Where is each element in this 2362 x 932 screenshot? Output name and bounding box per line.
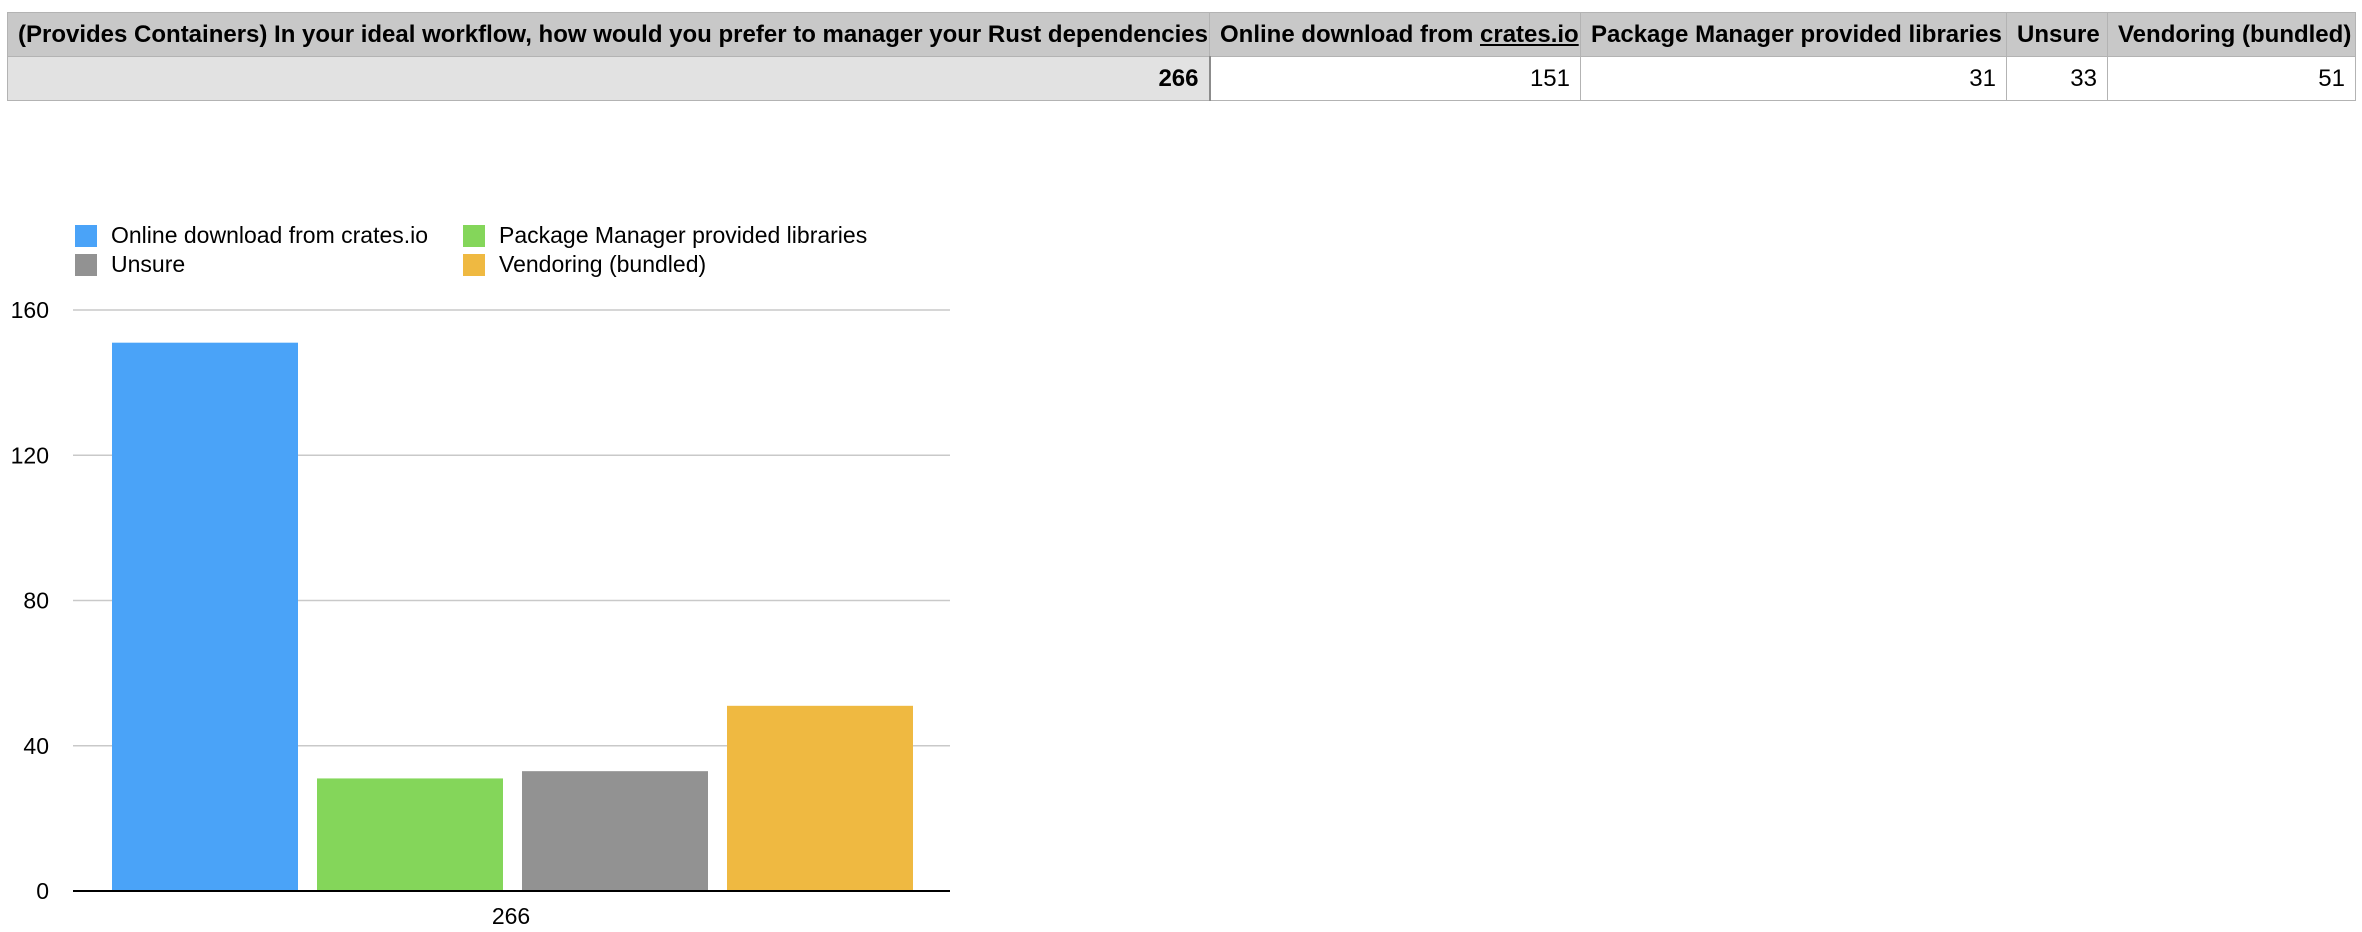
- bar-package-manager-provided-libraries[interactable]: [317, 778, 503, 891]
- column-header-online-download[interactable]: Online download from crates.io: [1209, 12, 1581, 57]
- table-row: 266 151 31 33 51: [7, 56, 2356, 101]
- y-tick-label: 160: [11, 297, 49, 323]
- legend-swatch-vendoring: [463, 253, 485, 276]
- column-header-vendoring[interactable]: Vendoring (bundled): [2107, 12, 2356, 57]
- chart-legend: Online download from crates.io Package M…: [75, 222, 955, 278]
- bar-online-download-from-crates-io[interactable]: [112, 342, 298, 891]
- row-total-cell[interactable]: 266: [7, 56, 1211, 101]
- y-tick-label: 80: [23, 588, 49, 614]
- y-tick-label: 40: [23, 733, 49, 759]
- bar-unsure[interactable]: [522, 771, 708, 891]
- survey-results-table: (Provides Containers) In your ideal work…: [7, 12, 2356, 101]
- legend-label-vendoring: Vendoring (bundled): [499, 251, 707, 277]
- legend-item-vendoring: Vendoring (bundled): [463, 251, 883, 278]
- cell-unsure[interactable]: 33: [2006, 56, 2108, 101]
- bar-vendoring-bundled[interactable]: [727, 705, 913, 891]
- y-tick-label: 120: [11, 442, 49, 468]
- column-header-online-text: Online download from: [1220, 20, 1480, 48]
- legend-item-online-download: Online download from crates.io: [75, 222, 463, 249]
- tick-labels: 0 40 80 120 160 266: [11, 297, 531, 929]
- column-header-unsure[interactable]: Unsure: [2006, 12, 2108, 57]
- legend-item-package-manager: Package Manager provided libraries: [463, 222, 883, 249]
- legend-swatch-online-download: [75, 224, 97, 247]
- crates-io-link[interactable]: crates.io: [1480, 20, 1579, 48]
- legend-label-package-manager: Package Manager provided libraries: [499, 222, 868, 248]
- x-tick-label: 266: [492, 903, 530, 929]
- legend-label-online-download: Online download from crates.io: [111, 222, 429, 248]
- column-header-question[interactable]: (Provides Containers) In your ideal work…: [7, 12, 1210, 57]
- chart-plot-area: 0 40 80 120 160 266: [11, 297, 950, 929]
- legend-label-unsure: Unsure: [111, 251, 186, 277]
- legend-swatch-unsure: [75, 253, 97, 276]
- legend-item-unsure: Unsure: [75, 251, 463, 278]
- bar-chart[interactable]: Online download from crates.io Package M…: [0, 200, 980, 932]
- y-tick-label: 0: [36, 878, 49, 904]
- cell-online-download[interactable]: 151: [1209, 56, 1581, 101]
- legend-swatch-package-manager: [463, 224, 485, 247]
- bars: [112, 342, 913, 891]
- column-header-package-manager[interactable]: Package Manager provided libraries: [1580, 12, 2007, 57]
- cell-vendoring[interactable]: 51: [2107, 56, 2356, 101]
- table-header-row: (Provides Containers) In your ideal work…: [7, 12, 2356, 57]
- cell-package-manager[interactable]: 31: [1580, 56, 2007, 101]
